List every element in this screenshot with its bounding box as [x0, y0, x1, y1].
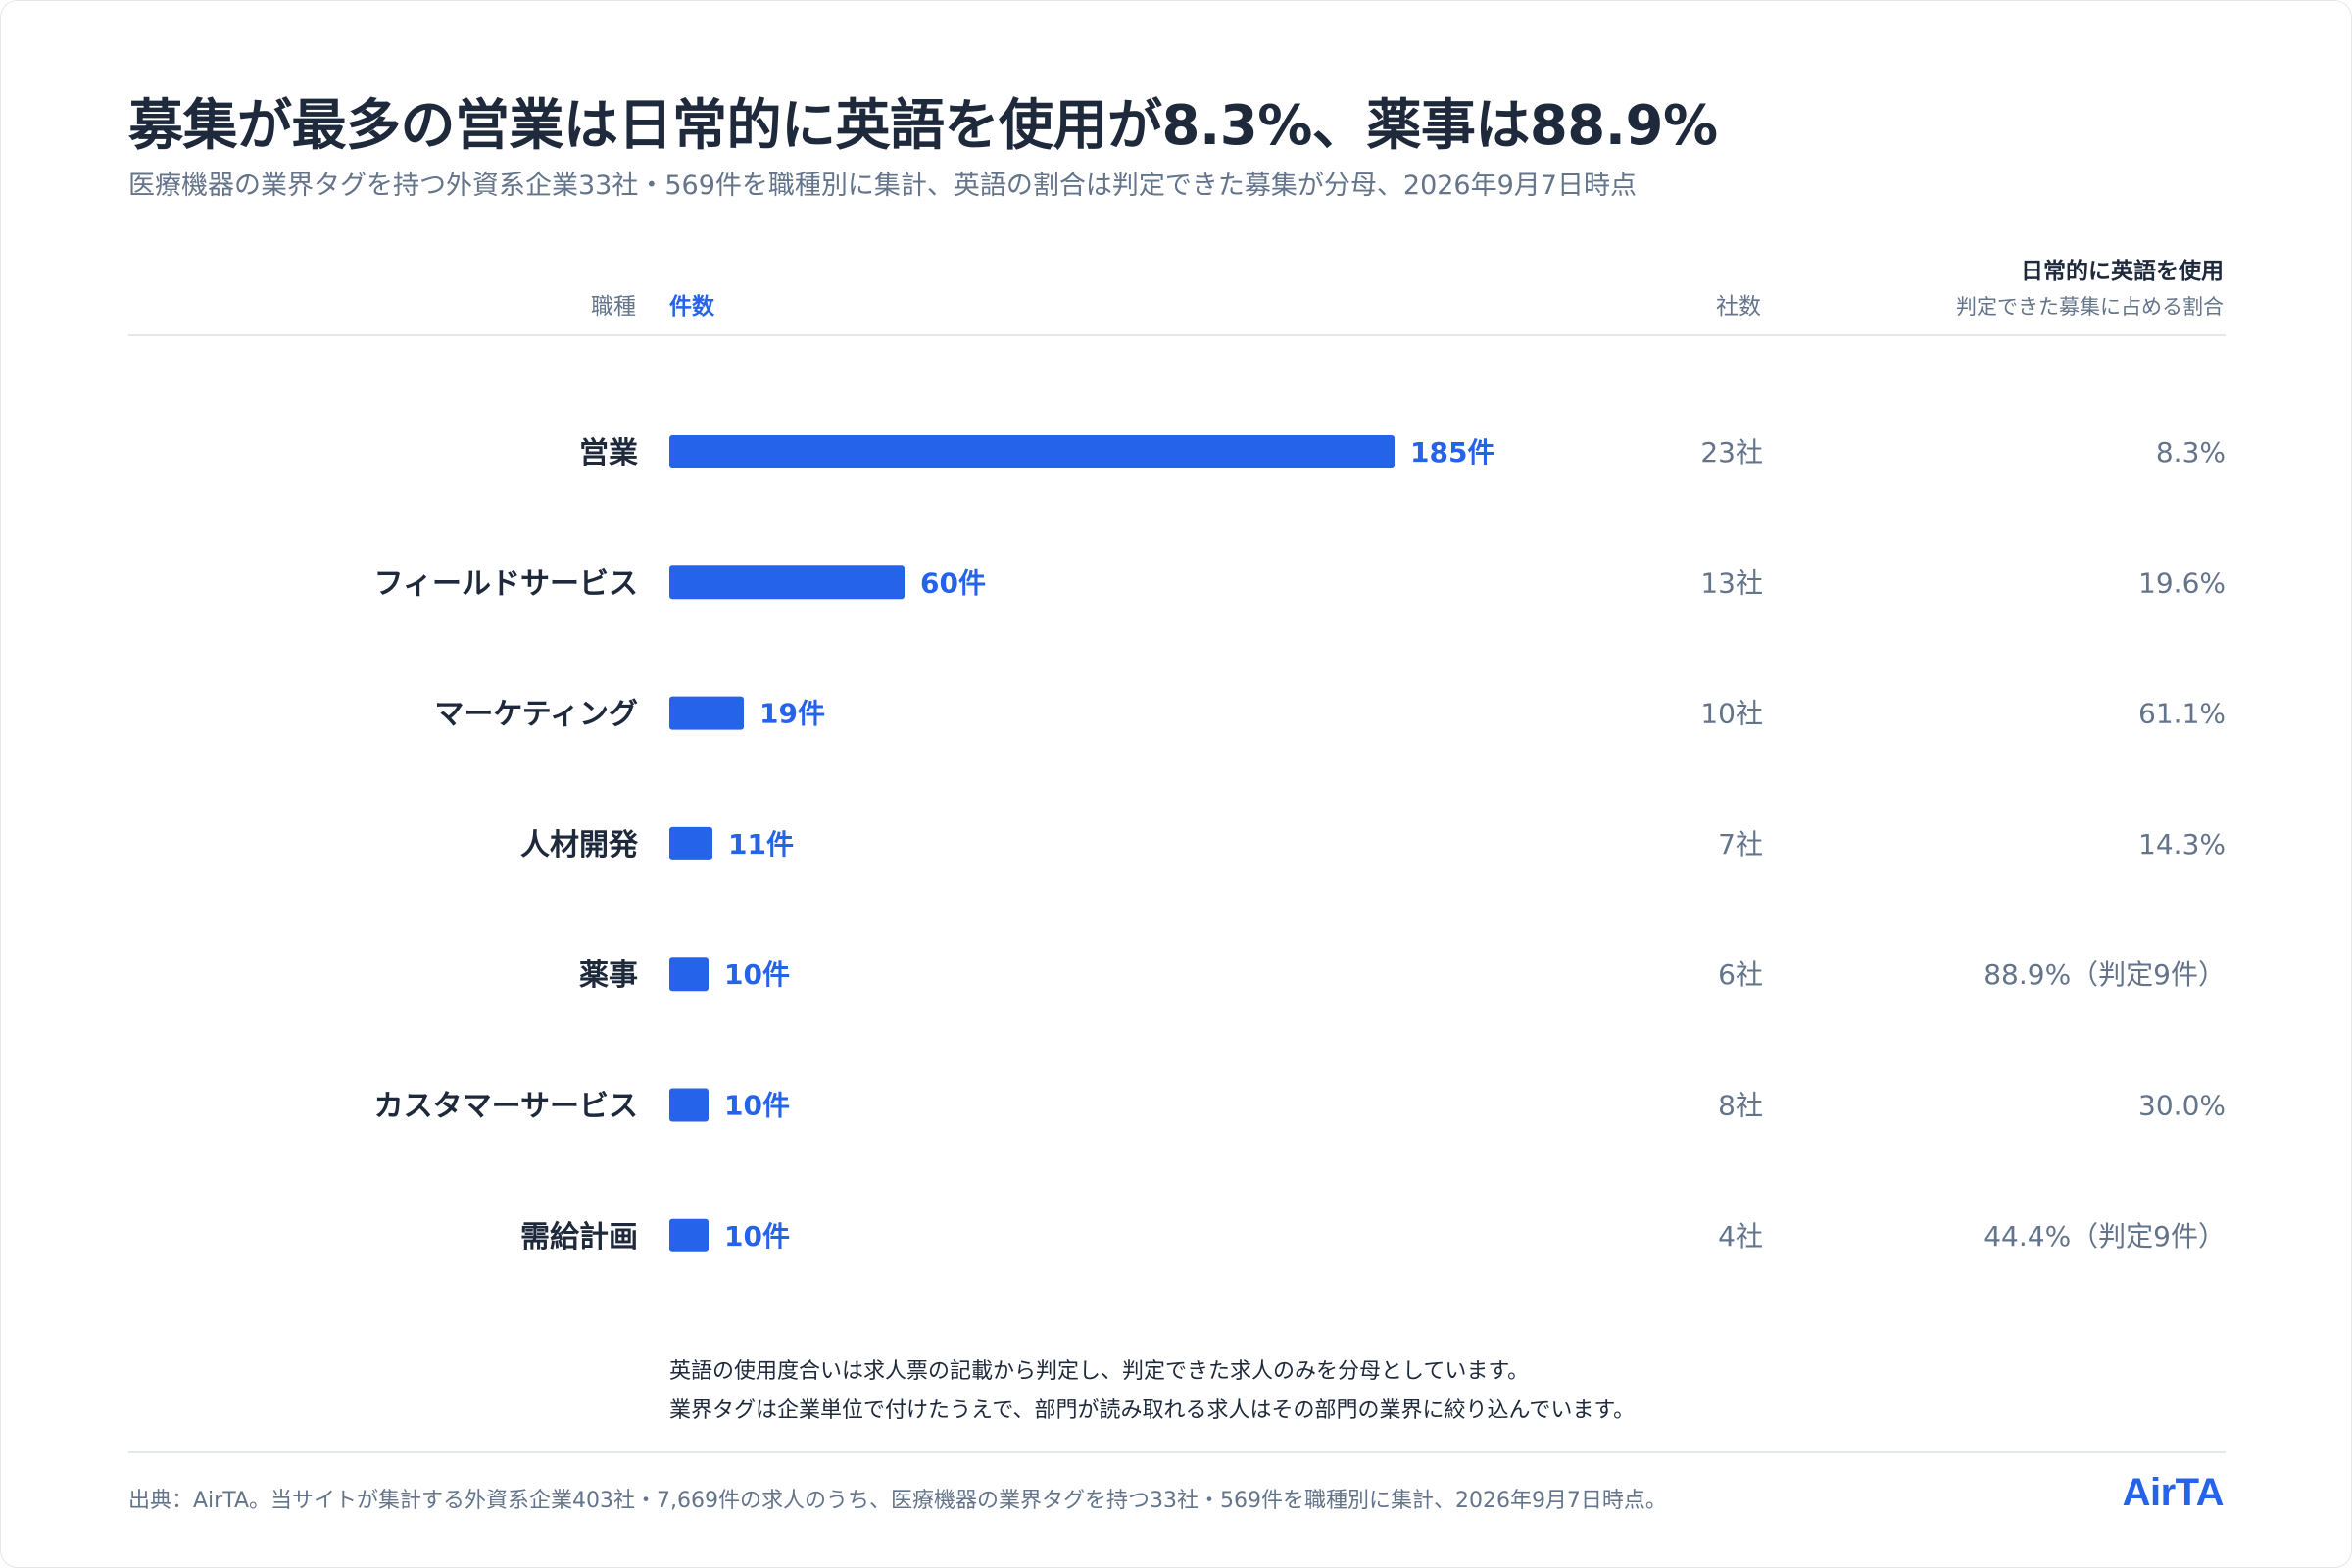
- company-count: 6社: [1718, 958, 1763, 991]
- bar-value-label: 185件: [1410, 436, 1494, 468]
- bar: [669, 1218, 709, 1252]
- chart-title: 募集が最多の営業は日常的に英語を使用が8.3%、薬事は88.9%: [128, 94, 1718, 158]
- bar: [669, 565, 905, 600]
- company-count: 13社: [1700, 566, 1763, 599]
- category-label: 薬事: [579, 958, 638, 993]
- bar-value-label: 11件: [728, 828, 794, 860]
- english-rate: 14.3%: [2138, 828, 2226, 860]
- english-rate: 88.9%（判定9件）: [1984, 958, 2226, 991]
- bar: [669, 696, 744, 730]
- note-2: 業界タグは企業単位で付けたうえで、部門が読み取れる求人はその部門の業界に絞り込ん…: [669, 1398, 1636, 1423]
- header-english: 日常的に英語を使用: [2021, 259, 2224, 284]
- category-label: カスタマーサービス: [374, 1090, 638, 1124]
- header-count: 件数: [669, 294, 714, 319]
- english-rate: 61.1%: [2138, 698, 2226, 730]
- bar-value-label: 19件: [760, 698, 825, 730]
- bar-value-label: 10件: [724, 958, 790, 991]
- brand-logo: AirTA: [2122, 1471, 2225, 1514]
- footer-divider: [128, 1451, 2226, 1453]
- header-companies: 社数: [1716, 294, 1761, 319]
- bar-value-label: 60件: [920, 566, 986, 599]
- english-rate: 8.3%: [2156, 436, 2226, 468]
- bar-value-label: 10件: [724, 1220, 790, 1252]
- bar: [669, 957, 709, 992]
- header-english-sub: 判定できた募集に占める割合: [1956, 295, 2224, 318]
- category-label: 人材開発: [520, 828, 639, 862]
- bar: [669, 826, 712, 860]
- category-label: マーケティング: [434, 698, 638, 732]
- english-rate: 19.6%: [2138, 566, 2226, 599]
- company-count: 8社: [1718, 1090, 1763, 1122]
- header-role: 職種: [591, 294, 636, 319]
- bar: [669, 1088, 709, 1122]
- category-label: 営業: [579, 436, 638, 470]
- footer-source: 出典：AirTA。当サイトが集計する外資系企業403社・7,669件の求人のうち…: [128, 1489, 1667, 1513]
- header-divider: [128, 334, 2226, 336]
- bar-value-label: 10件: [724, 1090, 790, 1122]
- category-label: フィールドサービス: [374, 566, 638, 601]
- company-count: 23社: [1700, 436, 1763, 468]
- bar: [669, 435, 1395, 468]
- english-rate: 44.4%（判定9件）: [1984, 1220, 2226, 1252]
- english-rate: 30.0%: [2138, 1090, 2226, 1122]
- category-label: 需給計画: [520, 1220, 638, 1254]
- company-count: 10社: [1700, 698, 1763, 730]
- chart-subtitle: 医療機器の業界タグを持つ外資系企業33社・569件を職種別に集計、英語の割合は判…: [128, 171, 1637, 201]
- note-1: 英語の使用度合いは求人票の記載から判定し、判定できた求人のみを分母としています。: [669, 1359, 1530, 1384]
- company-count: 7社: [1718, 828, 1763, 860]
- company-count: 4社: [1718, 1220, 1763, 1252]
